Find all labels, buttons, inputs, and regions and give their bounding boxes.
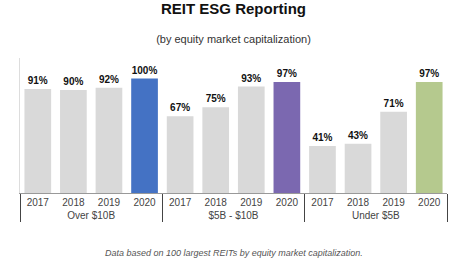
svg-text:71%: 71% — [384, 98, 404, 109]
svg-text:2017: 2017 — [311, 197, 334, 208]
svg-text:75%: 75% — [206, 93, 226, 104]
svg-text:Under $5B: Under $5B — [352, 210, 400, 221]
svg-text:2020: 2020 — [133, 197, 156, 208]
svg-text:2018: 2018 — [347, 197, 370, 208]
svg-text:REIT ESG Reporting: REIT ESG Reporting — [161, 0, 306, 17]
svg-text:2017: 2017 — [27, 197, 50, 208]
svg-text:43%: 43% — [348, 130, 368, 141]
svg-text:90%: 90% — [63, 76, 83, 87]
svg-text:97%: 97% — [419, 68, 439, 79]
svg-text:2019: 2019 — [383, 197, 406, 208]
svg-text:2020: 2020 — [276, 197, 299, 208]
svg-text:67%: 67% — [170, 102, 190, 113]
svg-text:2020: 2020 — [418, 197, 441, 208]
svg-text:Data based on 100 largest REIT: Data based on 100 largest REITs by equit… — [105, 248, 363, 258]
svg-text:(by equity market capitalizati: (by equity market capitalization) — [156, 33, 311, 45]
svg-text:2019: 2019 — [98, 197, 121, 208]
svg-text:2019: 2019 — [240, 197, 263, 208]
svg-text:$5B - $10B: $5B - $10B — [208, 210, 258, 221]
svg-text:100%: 100% — [132, 65, 158, 76]
svg-text:91%: 91% — [28, 75, 48, 86]
svg-text:2017: 2017 — [169, 197, 192, 208]
svg-text:97%: 97% — [277, 68, 297, 79]
svg-text:93%: 93% — [241, 73, 261, 84]
svg-text:92%: 92% — [99, 74, 119, 85]
svg-text:2018: 2018 — [62, 197, 85, 208]
svg-text:Over $10B: Over $10B — [67, 210, 115, 221]
svg-text:41%: 41% — [312, 132, 332, 143]
svg-text:2018: 2018 — [205, 197, 228, 208]
